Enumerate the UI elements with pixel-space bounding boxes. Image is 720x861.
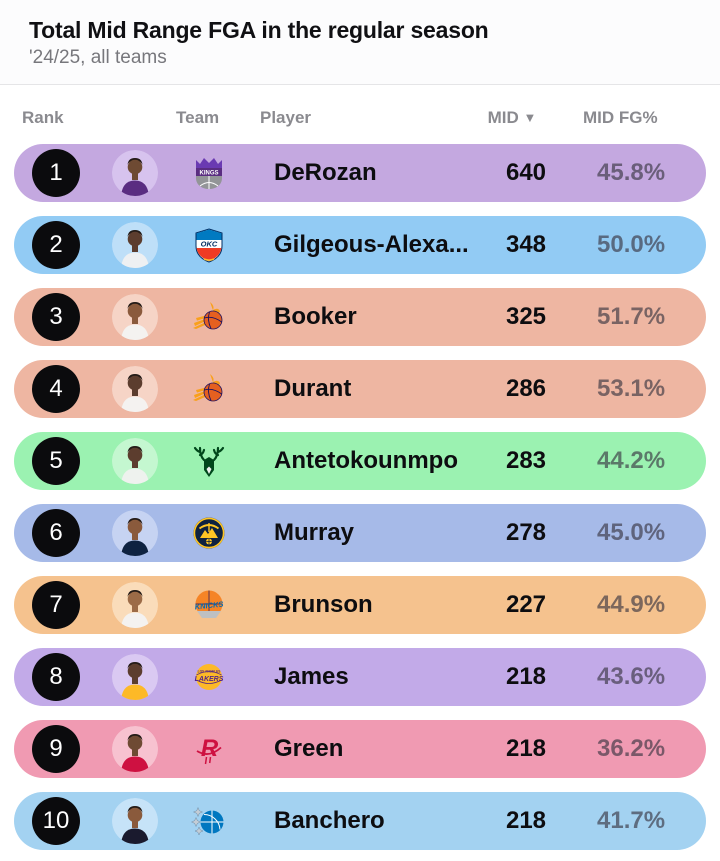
player-name: Murray: [274, 519, 355, 546]
table-row[interactable]: 7 KNICKS Brunson 227 44.9%: [14, 576, 706, 634]
rank-badge: 10: [32, 797, 80, 845]
player-name: James: [274, 663, 349, 690]
player-avatar: [112, 438, 158, 484]
mid-value: 227: [505, 591, 547, 618]
mid-fg-value: 45.0%: [597, 519, 666, 546]
rank-badge: 8: [32, 653, 80, 701]
mid-value: 218: [505, 807, 547, 834]
mid-fg-value: 44.2%: [597, 447, 666, 474]
mid-fg-value: 45.8%: [597, 159, 666, 186]
mid-value: 286: [505, 375, 547, 402]
thunder-logo-icon: OKC: [191, 227, 227, 263]
column-headers: Rank Team Player MID ▼ MID FG%: [0, 86, 720, 144]
page-subtitle: '24/25, all teams: [29, 47, 167, 68]
table-row[interactable]: 2 OKC Gilgeous-Alexa... 348 50.0%: [14, 216, 706, 274]
column-header-rank[interactable]: Rank: [22, 108, 64, 127]
player-avatar: [112, 222, 158, 268]
rank-badge: 2: [32, 221, 80, 269]
rank-badge: 7: [32, 581, 80, 629]
player-avatar: [112, 798, 158, 844]
player-name: Gilgeous-Alexa...: [274, 231, 469, 258]
lakers-logo-icon: LOS ANGELES LAKERS: [191, 659, 227, 695]
column-header-mid[interactable]: MID ▼: [468, 108, 556, 128]
rank-number: 10: [42, 807, 70, 834]
mid-fg-value: 50.0%: [597, 231, 666, 258]
rank-badge: 6: [32, 509, 80, 557]
column-header-team[interactable]: Team: [176, 108, 220, 127]
rank-number: 5: [49, 447, 63, 474]
player-name: Brunson: [274, 591, 373, 618]
rank-number: 9: [49, 735, 63, 762]
mid-value: 283: [505, 447, 547, 474]
mid-fg-value: 43.6%: [597, 663, 666, 690]
player-avatar: [112, 150, 158, 196]
rank-number: 7: [49, 591, 63, 618]
leaderboard-rows: 1 KINGS DeRozan 640 45.8% 2 OKC Gilgeous…: [14, 144, 706, 861]
column-header-mid-label: MID: [487, 108, 519, 127]
magic-logo-icon: [191, 803, 227, 839]
player-avatar: [112, 654, 158, 700]
nuggets-logo-icon: [191, 515, 227, 551]
mid-value: 640: [505, 159, 547, 186]
rank-number: 6: [49, 519, 63, 546]
table-row[interactable]: 1 KINGS DeRozan 640 45.8%: [14, 144, 706, 202]
column-header-mid-fg[interactable]: MID FG%: [583, 108, 658, 127]
rank-number: 3: [49, 303, 63, 330]
page-title: Total Mid Range FGA in the regular seaso…: [29, 17, 489, 43]
mid-value: 325: [505, 303, 547, 330]
player-name: Green: [274, 735, 344, 762]
player-avatar: [112, 726, 158, 772]
kings-logo-icon: KINGS: [191, 155, 227, 191]
table-row[interactable]: 6 Murray 278 45.0%: [14, 504, 706, 562]
player-name: DeRozan: [274, 159, 377, 186]
table-row[interactable]: 4 Durant 286 53.1%: [14, 360, 706, 418]
player-avatar: [112, 510, 158, 556]
rank-badge: 5: [32, 437, 80, 485]
svg-text:KNICKS: KNICKS: [194, 600, 224, 612]
rockets-logo-icon: R: [191, 731, 227, 767]
mid-value: 348: [505, 231, 547, 258]
player-name: Banchero: [274, 807, 385, 834]
table-row[interactable]: 9 R Green 218 36.2%: [14, 720, 706, 778]
table-row[interactable]: 3 Booker 325 51.7%: [14, 288, 706, 346]
player-avatar: [112, 582, 158, 628]
svg-text:KINGS: KINGS: [199, 171, 218, 177]
player-avatar: [112, 294, 158, 340]
rank-number: 8: [49, 663, 63, 690]
mid-fg-value: 41.7%: [597, 807, 666, 834]
mid-value: 218: [505, 735, 547, 762]
svg-text:LOS ANGELES: LOS ANGELES: [198, 669, 221, 673]
column-header-player[interactable]: Player: [260, 108, 312, 127]
mid-value: 218: [505, 663, 547, 690]
rank-badge: 3: [32, 293, 80, 341]
rank-number: 4: [49, 375, 63, 402]
player-name: Durant: [274, 375, 352, 402]
player-name: Antetokounmpo: [274, 447, 458, 474]
mid-fg-value: 51.7%: [597, 303, 666, 330]
player-name: Booker: [274, 303, 357, 330]
rank-number: 2: [49, 231, 63, 258]
rank-badge: 9: [32, 725, 80, 773]
mid-fg-value: 36.2%: [597, 735, 666, 762]
player-avatar: [112, 366, 158, 412]
mid-fg-value: 53.1%: [597, 375, 666, 402]
mid-fg-value: 44.9%: [597, 591, 666, 618]
suns-logo-icon: [191, 371, 227, 407]
bucks-logo-icon: [191, 443, 227, 479]
svg-text:LAKERS: LAKERS: [195, 676, 224, 683]
mid-value: 278: [505, 519, 547, 546]
suns-logo-icon: [191, 299, 227, 335]
rank-badge: 1: [32, 149, 80, 197]
table-row[interactable]: 5 Antetokounmpo 283 44.2%: [14, 432, 706, 490]
table-row[interactable]: 8 LOS ANGELES LAKERS James 218 43.6%: [14, 648, 706, 706]
header: Total Mid Range FGA in the regular seaso…: [0, 0, 720, 85]
table-row[interactable]: 10 Banchero 218 41.7%: [14, 792, 706, 850]
rank-number: 1: [49, 159, 63, 186]
knicks-logo-icon: KNICKS: [191, 587, 227, 623]
svg-text:R: R: [201, 735, 219, 762]
rank-badge: 4: [32, 365, 80, 413]
svg-text:OKC: OKC: [201, 240, 218, 249]
sort-desc-icon: ▼: [523, 110, 537, 125]
